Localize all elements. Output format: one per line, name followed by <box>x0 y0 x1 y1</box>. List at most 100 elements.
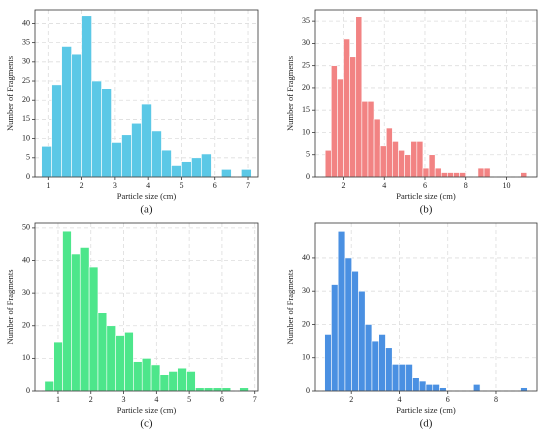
x-tick-label: 8 <box>494 395 498 404</box>
bar <box>404 154 412 178</box>
bar <box>203 387 214 392</box>
y-tick-label: 30 <box>22 288 30 297</box>
bar <box>425 384 434 392</box>
y-tick-label: 20 <box>22 95 30 104</box>
y-tick-label: 15 <box>22 114 30 123</box>
caption: (d) <box>420 418 433 430</box>
bar <box>181 161 192 178</box>
bar <box>151 130 162 178</box>
bar <box>195 387 205 392</box>
bar <box>398 364 407 392</box>
bar <box>101 88 112 178</box>
x-tick-label: 5 <box>179 181 183 190</box>
bar <box>349 56 357 178</box>
bar <box>324 149 332 178</box>
bar <box>331 284 339 392</box>
bar <box>364 324 373 392</box>
axes-frame <box>34 9 259 178</box>
y-tick-label: 0 <box>306 386 310 395</box>
bar <box>361 100 369 178</box>
bar <box>416 141 424 178</box>
bar <box>371 340 380 392</box>
y-tick-label: 30 <box>22 57 30 66</box>
y-axis-label: Number of Fragments <box>285 56 295 131</box>
x-tick-label: 7 <box>253 395 257 404</box>
x-axis-label: Particle size (cm) <box>117 405 177 415</box>
bar <box>385 347 393 392</box>
x-tick-label: 6 <box>220 395 224 404</box>
bar <box>337 231 346 392</box>
y-tick-label: 20 <box>22 321 30 330</box>
x-axis-label: Particle size (cm) <box>396 405 456 415</box>
bar <box>439 387 447 392</box>
bar <box>434 167 442 178</box>
y-tick-label: 15 <box>302 105 310 114</box>
bar <box>121 134 132 178</box>
y-tick-label: 20 <box>302 319 310 328</box>
x-tick-label: 1 <box>46 181 50 190</box>
caption: (c) <box>140 418 153 430</box>
y-tick-label: 40 <box>22 18 30 27</box>
bar <box>343 38 350 178</box>
bar <box>131 122 142 178</box>
x-tick-label: 2 <box>342 181 346 190</box>
y-tick-label: 5 <box>306 150 310 159</box>
bar <box>51 84 62 178</box>
bar <box>410 141 418 178</box>
x-tick-label: 7 <box>246 181 250 190</box>
y-tick-label: 35 <box>22 37 30 46</box>
x-tick-label: 2 <box>89 395 93 404</box>
y-tick-label: 10 <box>22 353 30 362</box>
bar <box>53 341 63 392</box>
y-tick-label: 10 <box>302 353 310 362</box>
y-tick-label: 25 <box>302 60 310 69</box>
bar <box>81 15 92 178</box>
x-tick-label: 4 <box>397 395 401 404</box>
bar <box>412 377 420 392</box>
bar <box>133 361 143 392</box>
bar <box>483 167 491 178</box>
bar <box>351 270 359 392</box>
y-tick-label: 5 <box>26 153 30 162</box>
bar <box>41 145 52 178</box>
bar <box>124 331 134 392</box>
x-tick-label: 1 <box>56 395 60 404</box>
x-tick-label: 5 <box>187 395 191 404</box>
bar <box>358 290 366 392</box>
bar <box>477 167 485 178</box>
bar <box>171 165 182 178</box>
y-tick-label: 40 <box>302 253 310 262</box>
bar <box>241 169 252 178</box>
bar <box>61 46 72 178</box>
bar <box>71 253 81 392</box>
axes-frame <box>314 9 538 178</box>
bar <box>239 387 249 392</box>
y-tick-label: 30 <box>302 286 310 295</box>
y-tick-label: 20 <box>302 83 310 92</box>
x-tick-label: 2 <box>349 395 353 404</box>
bar <box>520 387 528 392</box>
bar <box>391 364 400 392</box>
bar <box>221 169 232 178</box>
bar <box>385 127 393 178</box>
bar <box>201 153 212 178</box>
caption: (b) <box>420 204 433 216</box>
bar <box>79 247 90 392</box>
y-tick-label: 0 <box>306 172 310 181</box>
x-tick-label: 10 <box>502 181 510 190</box>
bar <box>405 364 413 392</box>
bar <box>367 100 375 178</box>
x-tick-label: 6 <box>423 181 427 190</box>
bar <box>88 266 99 392</box>
y-tick-label: 40 <box>22 255 30 264</box>
bar <box>161 149 172 178</box>
y-tick-label: 50 <box>22 223 30 232</box>
y-tick-label: 0 <box>26 172 30 181</box>
bar <box>355 16 363 178</box>
caption: (a) <box>140 204 153 216</box>
bar <box>186 371 196 392</box>
bar <box>191 157 202 178</box>
bar <box>373 118 381 178</box>
bar <box>453 172 460 178</box>
